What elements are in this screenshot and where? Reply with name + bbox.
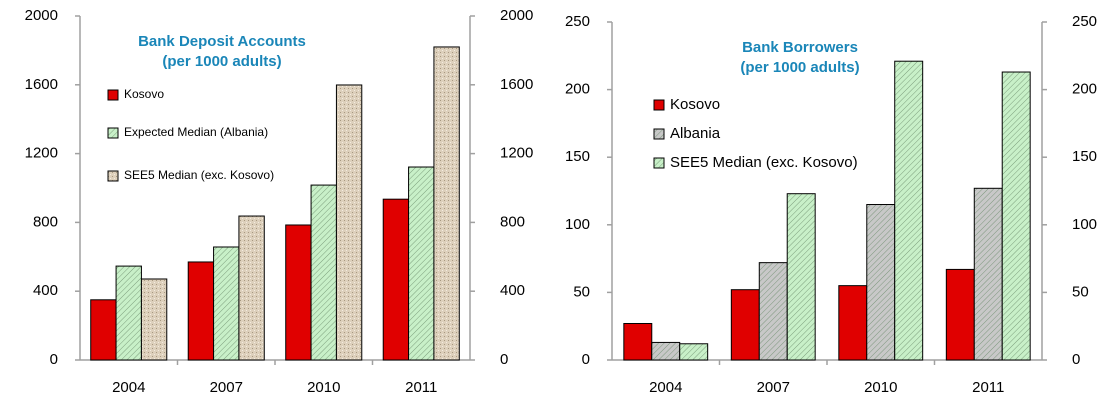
y-tick-label: 0 xyxy=(50,351,58,368)
bar xyxy=(730,289,760,361)
legend-label: Expected Median (Albania) xyxy=(124,125,268,139)
legend-swatch xyxy=(653,157,665,169)
y2-tick-label: 800 xyxy=(500,213,525,230)
chart-subtitle: (per 1000 adults) xyxy=(162,53,281,70)
x-tick-label: 2004 xyxy=(649,379,682,396)
legend-label: SEE5 Median (exc. Kosovo) xyxy=(670,154,858,171)
bar xyxy=(310,184,337,361)
bar xyxy=(187,261,215,361)
y-tick-label: 250 xyxy=(565,13,590,30)
bar xyxy=(1001,71,1031,361)
legend-swatch xyxy=(653,128,665,140)
bar xyxy=(758,262,788,361)
bar xyxy=(786,193,816,361)
y2-tick-label: 1600 xyxy=(500,76,533,93)
legend-swatch xyxy=(653,99,665,111)
legend-label: Albania xyxy=(670,125,721,142)
y-tick-label: 100 xyxy=(565,216,590,233)
bar xyxy=(433,46,460,361)
chart-title: Bank Deposit Accounts xyxy=(138,33,306,50)
y2-tick-label: 250 xyxy=(1072,13,1097,30)
y2-tick-label: 2000 xyxy=(500,7,533,24)
y2-tick-label: 1200 xyxy=(500,145,533,162)
legend-swatch xyxy=(107,127,119,139)
x-tick-label: 2011 xyxy=(972,379,1004,396)
bar xyxy=(623,322,653,361)
legend-label: Kosovo xyxy=(124,87,164,101)
bar xyxy=(382,198,410,361)
y-tick-label: 400 xyxy=(33,282,58,299)
legend-label: SEE5 Median (exc. Kosovo) xyxy=(124,168,274,182)
chart-title: Bank Borrowers xyxy=(742,39,858,56)
bar xyxy=(894,60,924,361)
y2-tick-label: 0 xyxy=(1072,351,1080,368)
bar xyxy=(213,246,240,361)
x-tick-label: 2010 xyxy=(307,379,340,396)
y2-tick-label: 200 xyxy=(1072,81,1097,98)
y2-tick-label: 400 xyxy=(500,282,525,299)
y-tick-label: 150 xyxy=(565,148,590,165)
y2-tick-label: 0 xyxy=(500,351,508,368)
y-tick-label: 1600 xyxy=(25,76,58,93)
bar xyxy=(679,343,709,361)
x-tick-label: 2007 xyxy=(210,379,243,396)
bar xyxy=(838,285,868,361)
bar xyxy=(335,84,363,361)
y-tick-label: 2000 xyxy=(25,7,58,24)
y-tick-label: 800 xyxy=(33,213,58,230)
bar xyxy=(651,341,681,361)
y-tick-label: 0 xyxy=(582,351,590,368)
bar xyxy=(115,265,142,361)
x-tick-label: 2007 xyxy=(757,379,790,396)
bar xyxy=(140,278,168,361)
chart-subtitle: (per 1000 adults) xyxy=(740,59,859,76)
bar xyxy=(866,204,896,361)
y2-tick-label: 50 xyxy=(1072,283,1089,300)
x-tick-label: 2010 xyxy=(864,379,897,396)
x-tick-label: 2004 xyxy=(112,379,145,396)
y2-tick-label: 100 xyxy=(1072,216,1097,233)
x-tick-label: 2011 xyxy=(405,379,437,396)
y2-tick-label: 150 xyxy=(1072,148,1097,165)
bar xyxy=(90,299,117,361)
legend-label: Kosovo xyxy=(670,96,720,113)
bar xyxy=(945,268,975,361)
bar xyxy=(408,166,435,361)
y-tick-label: 1200 xyxy=(25,145,58,162)
bar xyxy=(238,215,265,361)
y-tick-label: 200 xyxy=(565,81,590,98)
legend-swatch xyxy=(107,89,119,101)
bar xyxy=(973,187,1003,361)
legend-swatch xyxy=(107,170,119,182)
y-tick-label: 50 xyxy=(573,283,590,300)
bar xyxy=(285,224,312,361)
